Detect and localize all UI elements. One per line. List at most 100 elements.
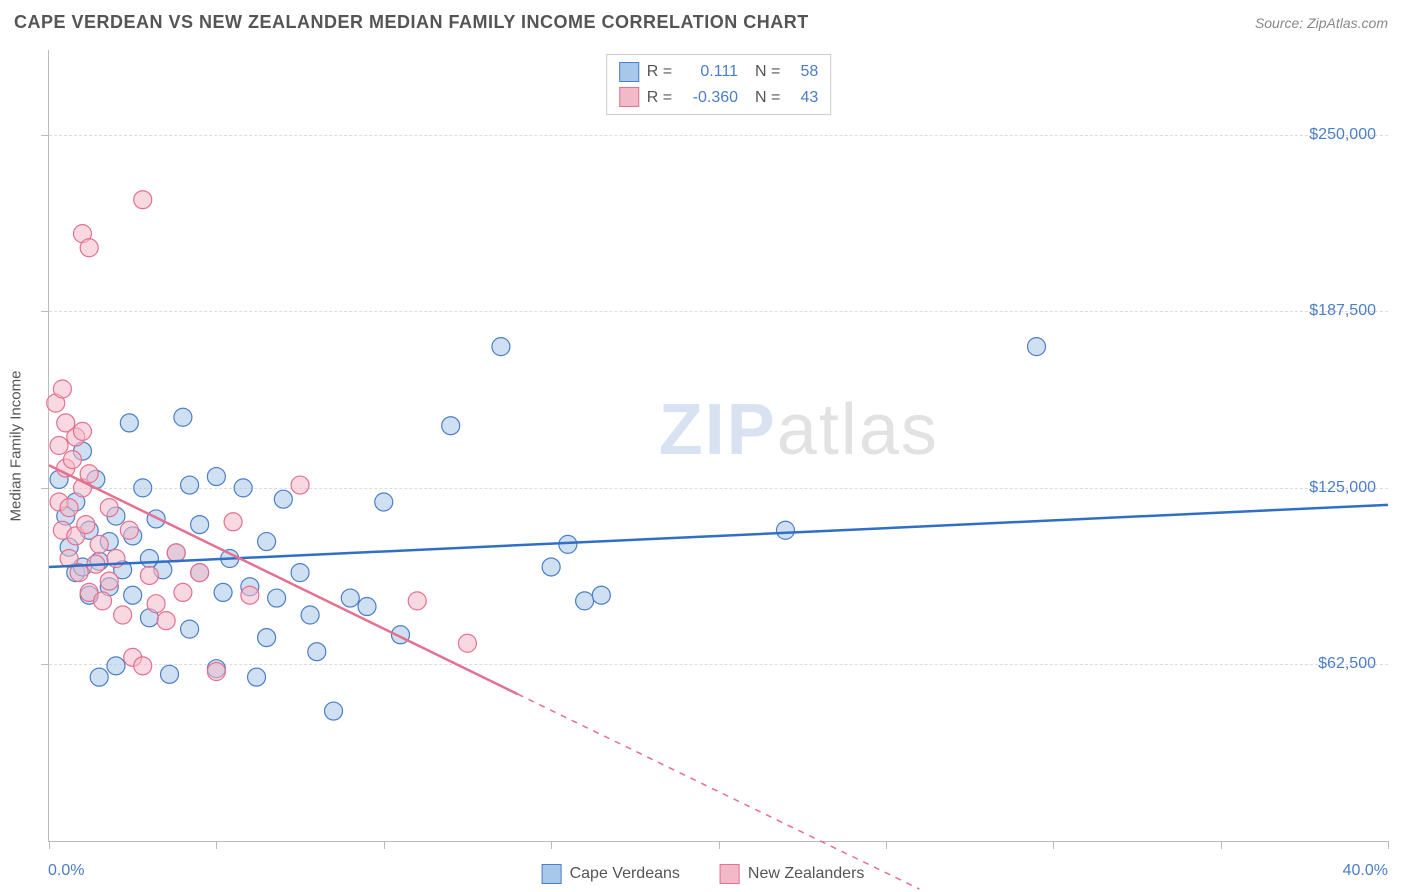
scatter-point bbox=[157, 612, 175, 630]
scatter-point bbox=[94, 592, 112, 610]
scatter-point bbox=[114, 606, 132, 624]
scatter-point bbox=[120, 414, 138, 432]
scatter-point bbox=[291, 476, 309, 494]
y-tick bbox=[41, 664, 49, 665]
scatter-point bbox=[100, 572, 118, 590]
scatter-point bbox=[90, 535, 108, 553]
legend-label: Cape Verdeans bbox=[570, 865, 680, 883]
regression-line bbox=[49, 505, 1388, 567]
legend-swatch bbox=[542, 864, 562, 884]
y-axis-label: Median Family Income bbox=[8, 371, 25, 522]
scatter-point bbox=[90, 668, 108, 686]
scatter-point bbox=[100, 499, 118, 517]
x-tick bbox=[384, 841, 385, 849]
scatter-point bbox=[140, 566, 158, 584]
stat-r-label: R = bbox=[647, 59, 672, 85]
scatter-point bbox=[375, 493, 393, 511]
correlation-stat-box: R = 0.111 N = 58 R = -0.360 N = 43 bbox=[606, 54, 832, 115]
scatter-point bbox=[224, 513, 242, 531]
stat-n-label: N = bbox=[746, 85, 780, 111]
legend-label: New Zealanders bbox=[748, 865, 865, 883]
scatter-point bbox=[301, 606, 319, 624]
x-tick bbox=[1388, 841, 1389, 849]
scatter-point bbox=[241, 586, 259, 604]
chart-plot-area: R =0.111 N =58R =-0.360 N =43 ZIPatlas $… bbox=[48, 50, 1388, 842]
scatter-point bbox=[181, 620, 199, 638]
chart-title: CAPE VERDEAN VS NEW ZEALANDER MEDIAN FAM… bbox=[14, 12, 809, 33]
scatter-point bbox=[268, 589, 286, 607]
scatter-point bbox=[358, 598, 376, 616]
x-tick bbox=[719, 841, 720, 849]
scatter-point bbox=[207, 663, 225, 681]
y-tick bbox=[41, 135, 49, 136]
legend-swatch bbox=[720, 864, 740, 884]
scatter-point bbox=[207, 468, 225, 486]
stat-n-value: 58 bbox=[788, 59, 818, 85]
scatter-point bbox=[191, 516, 209, 534]
scatter-point bbox=[325, 702, 343, 720]
scatter-point bbox=[120, 521, 138, 539]
legend-swatch bbox=[619, 87, 639, 107]
x-tick bbox=[1053, 841, 1054, 849]
scatter-point bbox=[408, 592, 426, 610]
scatter-point bbox=[442, 417, 460, 435]
scatter-point bbox=[174, 408, 192, 426]
legend-item: Cape Verdeans bbox=[542, 864, 680, 884]
scatter-point bbox=[53, 380, 71, 398]
scatter-point bbox=[248, 668, 266, 686]
scatter-point bbox=[134, 657, 152, 675]
x-tick bbox=[216, 841, 217, 849]
scatter-point bbox=[592, 586, 610, 604]
scatter-point bbox=[274, 490, 292, 508]
x-axis-min-label: 0.0% bbox=[48, 862, 84, 880]
source-label: Source: ZipAtlas.com bbox=[1255, 15, 1388, 31]
scatter-point bbox=[291, 564, 309, 582]
y-tick bbox=[41, 488, 49, 489]
y-tick bbox=[41, 311, 49, 312]
scatter-point bbox=[191, 564, 209, 582]
legend-item: New Zealanders bbox=[720, 864, 865, 884]
scatter-point bbox=[63, 451, 81, 469]
scatter-point bbox=[234, 479, 252, 497]
scatter-point bbox=[134, 191, 152, 209]
x-tick bbox=[551, 841, 552, 849]
scatter-point bbox=[181, 476, 199, 494]
stat-row: R = -0.360 N = 43 bbox=[619, 85, 819, 111]
x-tick bbox=[1221, 841, 1222, 849]
scatter-point bbox=[77, 516, 95, 534]
stat-row: R = 0.111 N = 58 bbox=[619, 59, 819, 85]
stat-n-label: N = bbox=[746, 59, 780, 85]
x-tick bbox=[49, 841, 50, 849]
regression-line-extrapolated bbox=[518, 694, 920, 889]
scatter-point bbox=[73, 422, 91, 440]
scatter-point bbox=[258, 533, 276, 551]
stat-n-value: 43 bbox=[788, 85, 818, 111]
scatter-point bbox=[167, 544, 185, 562]
scatter-point bbox=[161, 665, 179, 683]
scatter-point bbox=[50, 437, 68, 455]
scatter-point bbox=[492, 338, 510, 356]
stat-r-value: -0.360 bbox=[680, 85, 738, 111]
scatter-point bbox=[134, 479, 152, 497]
scatter-point bbox=[124, 586, 142, 604]
scatter-point bbox=[776, 521, 794, 539]
scatter-point bbox=[341, 589, 359, 607]
x-tick bbox=[886, 841, 887, 849]
scatter-point bbox=[258, 629, 276, 647]
scatter-svg bbox=[49, 50, 1388, 841]
legend-swatch bbox=[619, 62, 639, 82]
scatter-point bbox=[308, 643, 326, 661]
scatter-point bbox=[107, 657, 125, 675]
scatter-point bbox=[542, 558, 560, 576]
x-axis-max-label: 40.0% bbox=[1343, 862, 1388, 880]
scatter-point bbox=[214, 583, 232, 601]
scatter-point bbox=[576, 592, 594, 610]
scatter-point bbox=[174, 583, 192, 601]
scatter-point bbox=[1028, 338, 1046, 356]
scatter-point bbox=[147, 595, 165, 613]
scatter-point bbox=[60, 499, 78, 517]
bottom-legend: Cape Verdeans New Zealanders bbox=[542, 864, 865, 884]
stat-r-value: 0.111 bbox=[680, 59, 738, 85]
scatter-point bbox=[80, 465, 98, 483]
stat-r-label: R = bbox=[647, 85, 672, 111]
